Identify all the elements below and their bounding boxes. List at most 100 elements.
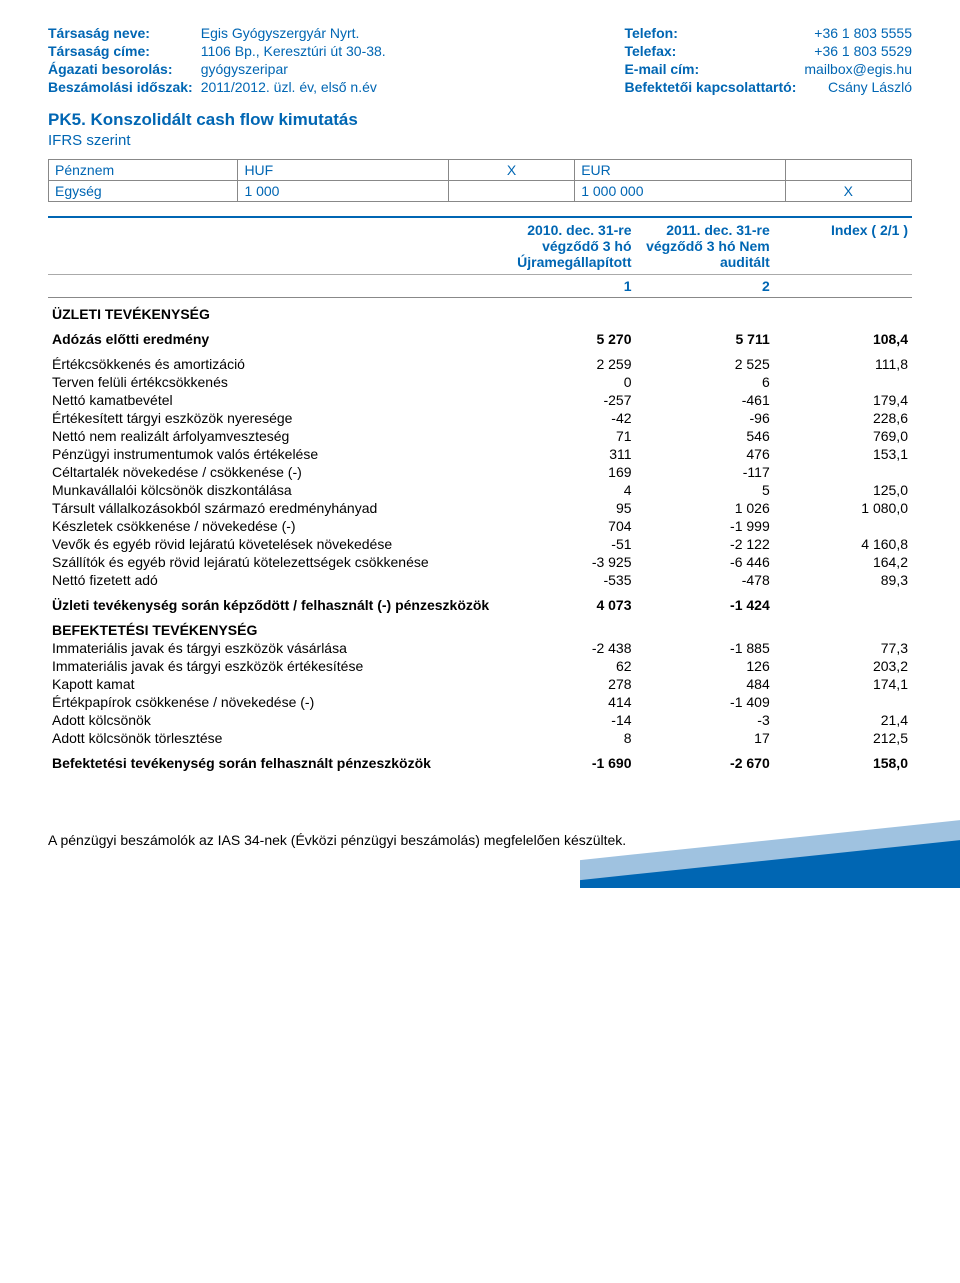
row-label: Adott kölcsönök xyxy=(48,711,497,729)
header-value: 2011/2012. üzl. év, első n.év xyxy=(201,78,386,96)
row-val-a: 8 xyxy=(497,729,635,747)
header-left-table: Társaság neve:Egis Gyógyszergyár Nyrt.Tá… xyxy=(48,24,386,96)
header-value: +36 1 803 5529 xyxy=(804,42,912,60)
row-val-a: 95 xyxy=(497,499,635,517)
row-val-a: -14 xyxy=(497,711,635,729)
row-val-a: 5 270 xyxy=(497,323,635,348)
row-val-a: 311 xyxy=(497,445,635,463)
units-cell: 1 000 xyxy=(238,181,448,202)
col-header-2: 2011. dec. 31-re végződő 3 hó Nem auditá… xyxy=(636,217,774,275)
row-label: Kapott kamat xyxy=(48,675,497,693)
table-row: Kapott kamat278484174,1 xyxy=(48,675,912,693)
row-label: Befektetési tevékenység során felhasznál… xyxy=(48,747,497,772)
row-val-c: 164,2 xyxy=(774,553,912,571)
table-row: Társult vállalkozásokból származó eredmé… xyxy=(48,499,912,517)
row-label: Szállítók és egyéb rövid lejáratú kötele… xyxy=(48,553,497,571)
section-label: BEFEKTETÉSI TEVÉKENYSÉG xyxy=(48,614,912,639)
units-label: Pénznem xyxy=(49,160,238,181)
row-val-c: 228,6 xyxy=(774,409,912,427)
row-val-b: -478 xyxy=(636,571,774,589)
row-val-c xyxy=(774,373,912,391)
row-val-c xyxy=(774,589,912,614)
units-mark xyxy=(785,160,911,181)
row-val-b: 17 xyxy=(636,729,774,747)
row-label: Nettó fizetett adó xyxy=(48,571,497,589)
row-val-c: 212,5 xyxy=(774,729,912,747)
row-label: Vevők és egyéb rövid lejáratú követelése… xyxy=(48,535,497,553)
row-val-c: 89,3 xyxy=(774,571,912,589)
table-row: BEFEKTETÉSI TEVÉKENYSÉG xyxy=(48,614,912,639)
table-header-row: 2010. dec. 31-re végződő 3 hó Újramegáll… xyxy=(48,217,912,275)
table-row: Immateriális javak és tárgyi eszközök vá… xyxy=(48,639,912,657)
row-val-b: -3 xyxy=(636,711,774,729)
table-row: Immateriális javak és tárgyi eszközök ér… xyxy=(48,657,912,675)
section-label: ÜZLETI TEVÉKENYSÉG xyxy=(48,298,912,324)
row-val-b: 6 xyxy=(636,373,774,391)
table-row: Adott kölcsönök-14-321,4 xyxy=(48,711,912,729)
row-val-b: -2 122 xyxy=(636,535,774,553)
row-val-b: 546 xyxy=(636,427,774,445)
row-val-a: 71 xyxy=(497,427,635,445)
row-val-a: 0 xyxy=(497,373,635,391)
header-row: Beszámolási időszak:2011/2012. üzl. év, … xyxy=(48,78,386,96)
units-mark: X xyxy=(448,160,574,181)
row-label: Immateriális javak és tárgyi eszközök vá… xyxy=(48,639,497,657)
row-val-b: -1 885 xyxy=(636,639,774,657)
row-val-a: 169 xyxy=(497,463,635,481)
header-label: Telefax: xyxy=(624,42,804,60)
row-val-a: 704 xyxy=(497,517,635,535)
row-val-b: -2 670 xyxy=(636,747,774,772)
row-val-c xyxy=(774,463,912,481)
row-val-c: 125,0 xyxy=(774,481,912,499)
header-label: Befektetői kapcsolattartó: xyxy=(624,78,804,96)
table-row: Értékesített tárgyi eszközök nyeresége-4… xyxy=(48,409,912,427)
table-row: Értékcsökkenés és amortizáció2 2592 5251… xyxy=(48,348,912,373)
row-val-c: 153,1 xyxy=(774,445,912,463)
row-label: Nettó kamatbevétel xyxy=(48,391,497,409)
row-val-b: -6 446 xyxy=(636,553,774,571)
header-row: Ágazati besorolás:gyógyszeripar xyxy=(48,60,386,78)
header-row: Társaság címe:1106 Bp., Keresztúri út 30… xyxy=(48,42,386,60)
row-val-c: 769,0 xyxy=(774,427,912,445)
row-label: Készletek csökkenése / növekedése (-) xyxy=(48,517,497,535)
header-row: Befektetői kapcsolattartó:Csány László xyxy=(624,78,912,96)
table-row: Adott kölcsönök törlesztése817212,5 xyxy=(48,729,912,747)
page-subtitle: IFRS szerint xyxy=(48,132,912,149)
table-row: Pénzügyi instrumentumok valós értékelése… xyxy=(48,445,912,463)
row-val-c: 111,8 xyxy=(774,348,912,373)
col-header-1: 2010. dec. 31-re végződő 3 hó Újramegáll… xyxy=(497,217,635,275)
header-label: Beszámolási időszak: xyxy=(48,78,201,96)
row-val-a: -2 438 xyxy=(497,639,635,657)
table-row: Készletek csökkenése / növekedése (-)704… xyxy=(48,517,912,535)
row-val-c: 179,4 xyxy=(774,391,912,409)
row-val-b: 484 xyxy=(636,675,774,693)
header-value: Csány László xyxy=(804,78,912,96)
row-val-a: -257 xyxy=(497,391,635,409)
cashflow-table: 2010. dec. 31-re végződő 3 hó Újramegáll… xyxy=(48,216,912,772)
row-val-b: 2 525 xyxy=(636,348,774,373)
row-val-b: -1 424 xyxy=(636,589,774,614)
table-row: Nettó fizetett adó-535-47889,3 xyxy=(48,571,912,589)
col-header-3: Index ( 2/1 ) xyxy=(774,217,912,275)
row-label: Immateriális javak és tárgyi eszközök ér… xyxy=(48,657,497,675)
units-cell: HUF xyxy=(238,160,448,181)
row-val-a: 414 xyxy=(497,693,635,711)
units-table: PénznemHUFXEUREgység1 0001 000 000X xyxy=(48,159,912,202)
row-val-b: 1 026 xyxy=(636,499,774,517)
table-row: Befektetési tevékenység során felhasznál… xyxy=(48,747,912,772)
header-label: Társaság neve: xyxy=(48,24,201,42)
header-row: Társaság neve:Egis Gyógyszergyár Nyrt. xyxy=(48,24,386,42)
header-right-table: Telefon:+36 1 803 5555Telefax:+36 1 803 … xyxy=(624,24,912,96)
row-val-c: 77,3 xyxy=(774,639,912,657)
row-val-c xyxy=(774,517,912,535)
units-cell: 1 000 000 xyxy=(575,181,785,202)
row-val-a: -51 xyxy=(497,535,635,553)
row-val-a: -1 690 xyxy=(497,747,635,772)
table-row: Terven felüli értékcsökkenés06 xyxy=(48,373,912,391)
row-val-b: -96 xyxy=(636,409,774,427)
table-row: Szállítók és egyéb rövid lejáratú kötele… xyxy=(48,553,912,571)
table-row: Adózás előtti eredmény5 2705 711108,4 xyxy=(48,323,912,348)
row-val-b: -117 xyxy=(636,463,774,481)
row-val-c: 108,4 xyxy=(774,323,912,348)
row-label: Értékcsökkenés és amortizáció xyxy=(48,348,497,373)
